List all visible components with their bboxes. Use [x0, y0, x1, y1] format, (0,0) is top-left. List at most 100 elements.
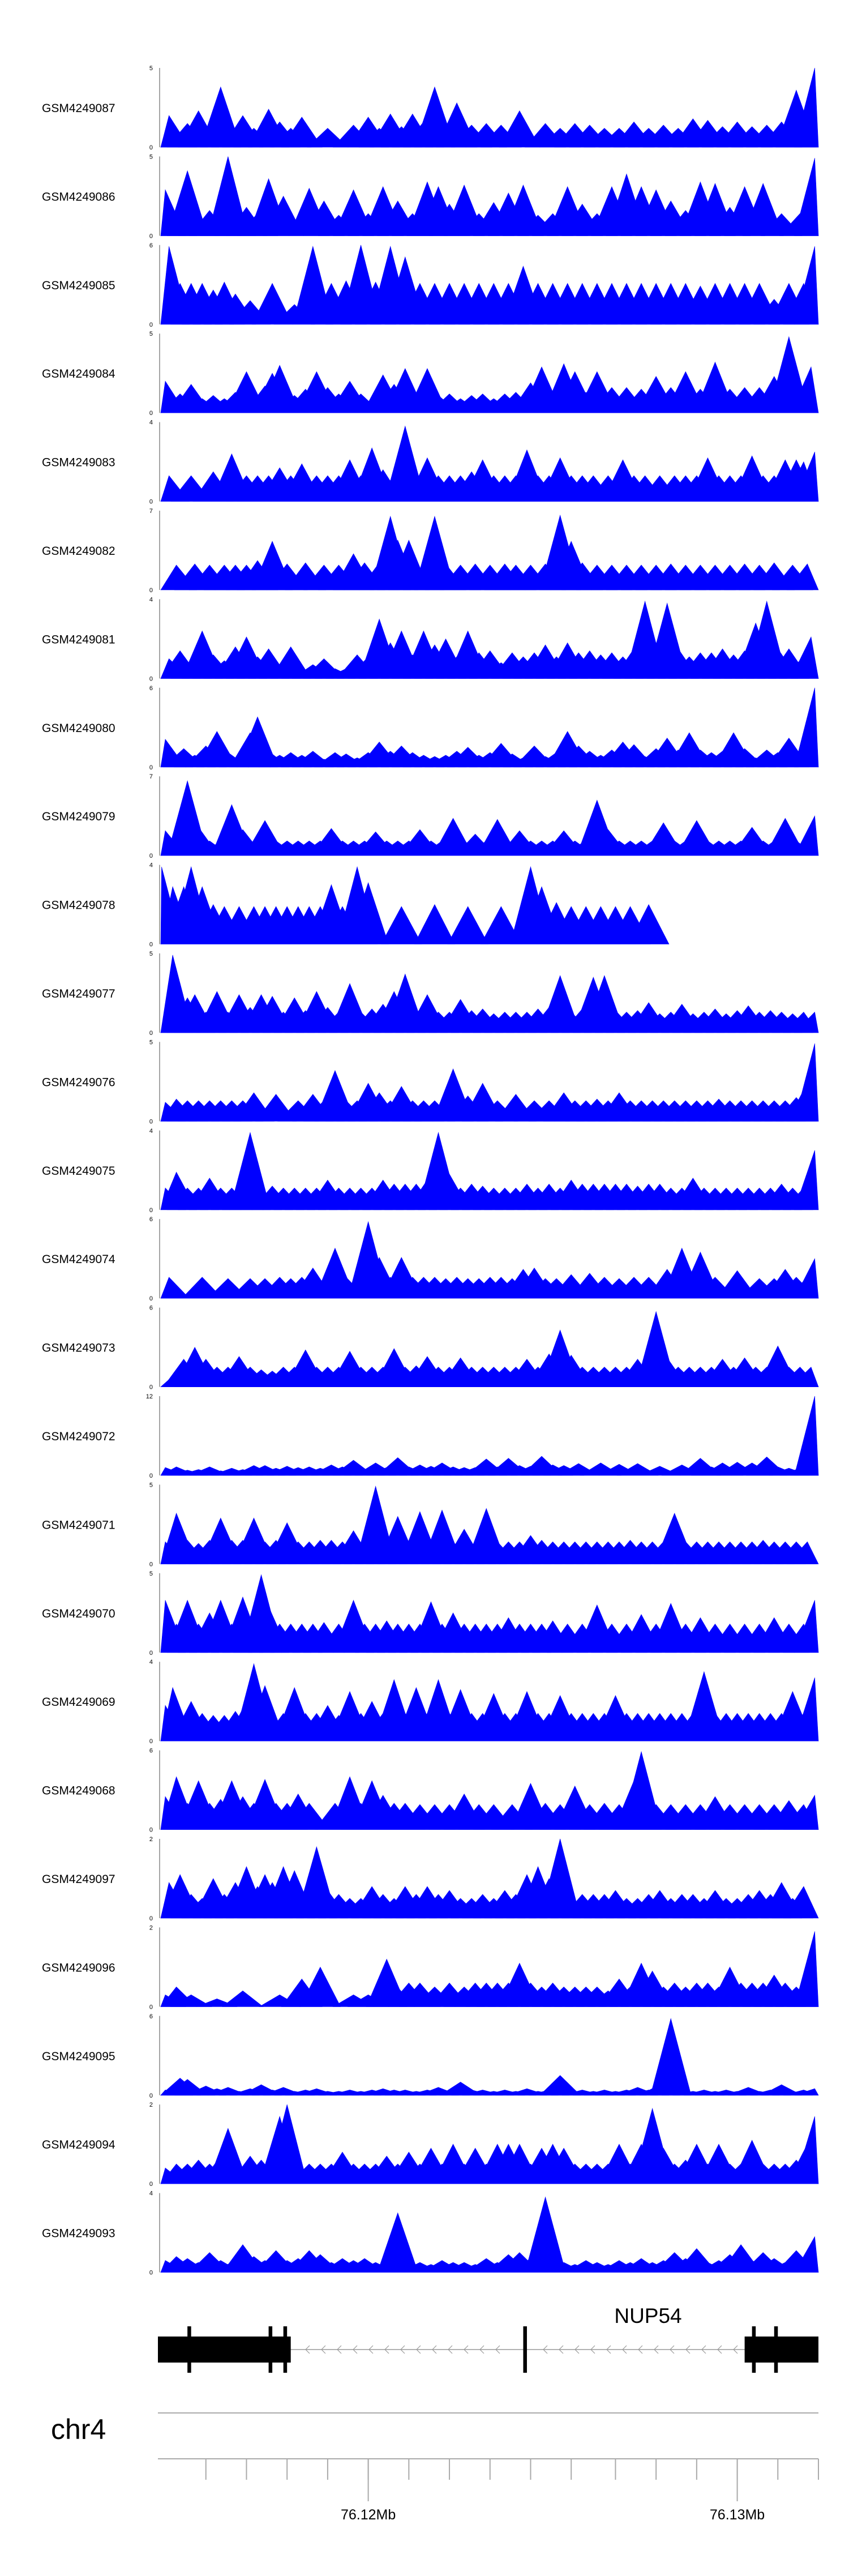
- y-min-label: 0: [149, 2181, 153, 2188]
- y-min-label: 0: [149, 1473, 153, 1479]
- coverage-peak: [525, 2196, 566, 2273]
- track-GSM4249097: GSM4249097 2 0: [42, 1836, 819, 1922]
- track-GSM4249075: GSM4249075 4 0: [42, 1128, 819, 1214]
- track-GSM4249082: GSM4249082 7 0: [42, 508, 819, 594]
- y-min-label: 0: [149, 2004, 153, 2010]
- y-max-label: 5: [149, 951, 153, 957]
- y-max-label: 4: [149, 596, 153, 603]
- coverage-peak: [794, 1043, 819, 1122]
- track-GSM4249094: GSM4249094 2 0: [42, 2102, 819, 2188]
- coverage-peak: [794, 1795, 819, 1830]
- coverage-peak: [794, 1150, 819, 1210]
- strand-chevron: [448, 2345, 453, 2354]
- y-max-label: 6: [149, 685, 153, 692]
- track-label: GSM4249080: [42, 722, 115, 735]
- track-label: GSM4249069: [42, 1696, 115, 1709]
- y-min-label: 0: [149, 675, 153, 682]
- track-GSM4249077: GSM4249077 5 0: [42, 951, 819, 1037]
- track-label: GSM4249085: [42, 279, 115, 292]
- exon-block: [523, 2326, 527, 2373]
- coverage-peak: [650, 2018, 692, 2096]
- y-max-label: 6: [149, 1748, 153, 1755]
- track-label: GSM4249078: [42, 899, 115, 912]
- coverage-peak: [794, 2088, 819, 2096]
- coverage-peak: [181, 1277, 223, 1299]
- coverage-peak: [794, 1011, 819, 1033]
- strand-chevron: [733, 2345, 738, 2354]
- exon-block: [774, 2326, 778, 2373]
- track-label: GSM4249081: [42, 633, 115, 646]
- coverage-peak: [414, 904, 456, 944]
- y-max-label: 12: [146, 1393, 153, 1400]
- track-GSM4249085: GSM4249085 6 0: [42, 242, 819, 328]
- y-min-label: 0: [149, 2093, 153, 2099]
- track-GSM4249069: GSM4249069 4 0: [42, 1659, 819, 1745]
- gene-label: NUP54: [614, 2304, 681, 2327]
- strand-chevron: [353, 2345, 358, 2354]
- track-label: GSM4249097: [42, 1873, 115, 1886]
- track-label: GSM4249079: [42, 810, 115, 823]
- y-min-label: 0: [149, 1915, 153, 1922]
- coverage-peak: [222, 1991, 264, 2007]
- strand-chevron: [400, 2345, 405, 2354]
- y-min-label: 0: [149, 764, 153, 771]
- track-label: GSM4249076: [42, 1076, 115, 1089]
- y-max-label: 4: [149, 1659, 153, 1666]
- exon-block: [744, 2337, 818, 2363]
- y-min-label: 0: [149, 1827, 153, 1834]
- y-max-label: 6: [149, 2013, 153, 2020]
- axis-tick-label: 76.13Mb: [710, 2507, 765, 2523]
- coverage-peak: [160, 1277, 190, 1299]
- strand-chevron: [384, 2345, 389, 2354]
- exon-block: [268, 2326, 273, 2373]
- y-max-label: 6: [149, 1216, 153, 1223]
- coverage-peak: [480, 906, 522, 944]
- strand-chevron: [606, 2345, 611, 2354]
- y-max-label: 2: [149, 1924, 153, 1931]
- track-GSM4249072: GSM4249072 12 0: [42, 1393, 819, 1479]
- coverage-peak: [794, 158, 819, 236]
- y-max-label: 5: [149, 65, 153, 72]
- coverage-peak: [794, 1931, 819, 2007]
- strand-chevron: [670, 2345, 675, 2354]
- track-GSM4249095: GSM4249095 6 0: [42, 2013, 819, 2099]
- y-min-label: 0: [149, 322, 153, 328]
- y-max-label: 5: [149, 153, 153, 160]
- strand-chevron: [543, 2345, 548, 2354]
- strand-chevron: [495, 2345, 500, 2354]
- y-max-label: 7: [149, 773, 153, 780]
- strand-chevron: [638, 2345, 643, 2354]
- track-label: GSM4249096: [42, 1961, 115, 1974]
- y-max-label: 4: [149, 2190, 153, 2197]
- track-GSM4249080: GSM4249080 6 0: [42, 685, 819, 771]
- exon-block: [283, 2326, 288, 2373]
- y-min-label: 0: [149, 587, 153, 594]
- coverage-peak: [786, 563, 819, 590]
- y-min-label: 0: [149, 1650, 153, 1657]
- coverage-peak: [794, 2236, 819, 2273]
- strand-chevron: [416, 2345, 421, 2354]
- y-max-label: 4: [149, 420, 153, 426]
- track-label: GSM4249075: [42, 1165, 115, 1178]
- track-label: GSM4249072: [42, 1430, 115, 1443]
- y-max-label: 4: [149, 862, 153, 869]
- strand-chevron: [368, 2345, 374, 2354]
- strand-chevron: [479, 2345, 484, 2354]
- y-min-label: 0: [149, 1561, 153, 1568]
- track-label: GSM4249093: [42, 2227, 115, 2240]
- strand-chevron: [590, 2345, 595, 2354]
- genome-axis: chr4 76.12Mb 76.13Mb: [51, 2412, 819, 2523]
- coverage-peak: [170, 1995, 212, 2007]
- track-GSM4249079: GSM4249079 7 0: [42, 773, 819, 859]
- coverage-peak: [499, 110, 541, 148]
- coverage-peak: [794, 1396, 819, 1476]
- track-label: GSM4249070: [42, 1607, 115, 1620]
- track-GSM4249083: GSM4249083 4 0: [42, 420, 819, 506]
- y-max-label: 5: [149, 1571, 153, 1577]
- coverage-peak: [786, 1541, 819, 1564]
- y-min-label: 0: [149, 853, 153, 859]
- coverage-peak: [783, 1886, 819, 1919]
- strand-chevron: [654, 2345, 659, 2354]
- y-max-label: 5: [149, 1039, 153, 1046]
